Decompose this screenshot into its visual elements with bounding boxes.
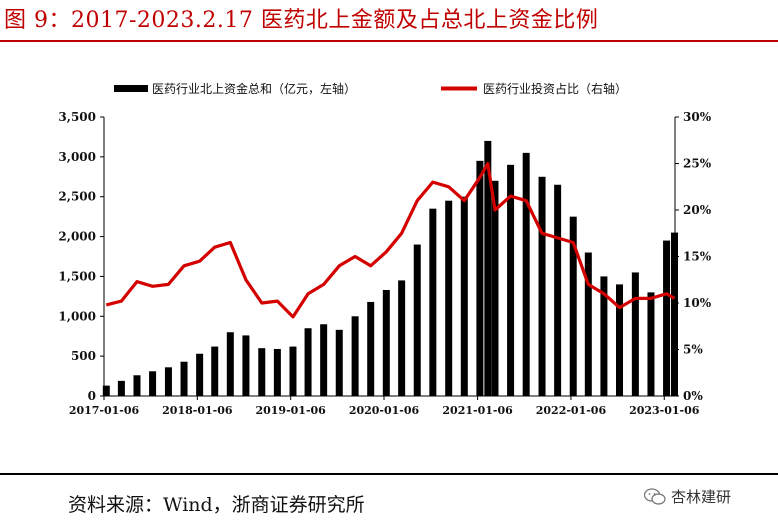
bar bbox=[616, 284, 624, 396]
bar bbox=[491, 180, 499, 396]
bar bbox=[289, 346, 297, 396]
bar bbox=[242, 335, 250, 396]
y-left-tick-label: 2,500 bbox=[58, 190, 96, 204]
y-left-tick-label: 3,000 bbox=[58, 150, 96, 164]
bar bbox=[413, 244, 421, 396]
bar bbox=[631, 272, 639, 396]
y-left-tick-label: 1,500 bbox=[58, 269, 96, 283]
bar bbox=[180, 361, 188, 396]
y-left-tick-label: 0 bbox=[88, 389, 96, 403]
bar bbox=[538, 176, 546, 396]
source-note: 资料来源：Wind，浙商证券研究所 bbox=[68, 494, 365, 516]
y-right-tick-label: 15% bbox=[683, 250, 712, 264]
chart: 医药行业北上资金总和（亿元，左轴） 医药行业投资占比（右轴） 0 500 1,000… bbox=[58, 81, 711, 414]
x-tick-label: 2021-01-06 bbox=[442, 404, 513, 414]
legend-line-label: 医药行业投资占比（右轴） bbox=[483, 81, 627, 96]
y-right-tick-label: 20% bbox=[683, 203, 712, 217]
bar bbox=[522, 152, 530, 396]
bar bbox=[273, 348, 281, 396]
bar bbox=[476, 160, 484, 396]
bar bbox=[102, 385, 110, 396]
bar bbox=[117, 380, 125, 396]
watermark-text: 杏林建研 bbox=[671, 488, 732, 506]
bar bbox=[382, 289, 390, 396]
y-left-tick-label: 1,000 bbox=[58, 309, 96, 323]
bar bbox=[226, 332, 234, 396]
y-left-tick-label: 500 bbox=[71, 349, 96, 363]
bar bbox=[304, 328, 312, 396]
y-right-tick-label: 5% bbox=[683, 343, 703, 357]
x-tick-label: 2023-01-06 bbox=[629, 404, 700, 414]
bar bbox=[460, 196, 468, 396]
bar bbox=[670, 232, 678, 396]
y-right-tick-label: 10% bbox=[683, 296, 712, 310]
bar bbox=[164, 367, 172, 396]
footer-rule bbox=[0, 473, 778, 475]
bar bbox=[367, 301, 375, 396]
plot-area: 0 500 1,000 1,500 2,000 2,500 3,000 3,500 0% 5% 10… bbox=[58, 110, 711, 414]
bar bbox=[196, 353, 204, 396]
title-underline bbox=[0, 40, 778, 42]
bar bbox=[600, 276, 608, 396]
bar bbox=[351, 316, 359, 396]
bar bbox=[554, 184, 562, 396]
bar bbox=[507, 164, 515, 396]
bar bbox=[429, 208, 437, 396]
chart-legend: 医药行业北上资金总和（亿元，左轴） 医药行业投资占比（右轴） bbox=[114, 81, 627, 96]
y-right-tick-label: 25% bbox=[683, 157, 712, 171]
bar bbox=[584, 252, 592, 396]
bar bbox=[445, 200, 453, 396]
watermark: 杏林建研 bbox=[644, 486, 731, 507]
bar bbox=[149, 371, 157, 396]
x-tick-label: 2019-01-06 bbox=[255, 404, 326, 414]
bar bbox=[320, 324, 328, 396]
ratio-line bbox=[105, 161, 676, 319]
bar bbox=[211, 346, 219, 396]
figure-title: 图 9：2017-2023.2.17 医药北上金额及占总北上资金比例 bbox=[4, 8, 599, 33]
bar bbox=[335, 329, 343, 396]
bar bbox=[398, 280, 406, 396]
y-right-tick-label: 30% bbox=[683, 110, 712, 124]
bar bbox=[133, 375, 141, 396]
bar bbox=[569, 216, 577, 396]
y-left-tick-label: 2,000 bbox=[58, 230, 96, 244]
x-tick-label: 2022-01-06 bbox=[536, 404, 607, 414]
bar bbox=[663, 240, 671, 396]
bar bbox=[484, 140, 492, 396]
x-tick-label: 2018-01-06 bbox=[162, 404, 233, 414]
bar bbox=[258, 348, 266, 396]
wechat-icon bbox=[644, 487, 666, 505]
bar bbox=[647, 292, 655, 396]
y-left-tick-label: 3,500 bbox=[58, 110, 96, 124]
x-tick-label: 2020-01-06 bbox=[349, 404, 420, 414]
legend-bar-swatch bbox=[114, 85, 148, 92]
y-right-tick-label: 0% bbox=[683, 389, 703, 403]
legend-bar-label: 医药行业北上资金总和（亿元，左轴） bbox=[152, 81, 356, 96]
x-tick-label: 2017-01-06 bbox=[69, 404, 140, 414]
